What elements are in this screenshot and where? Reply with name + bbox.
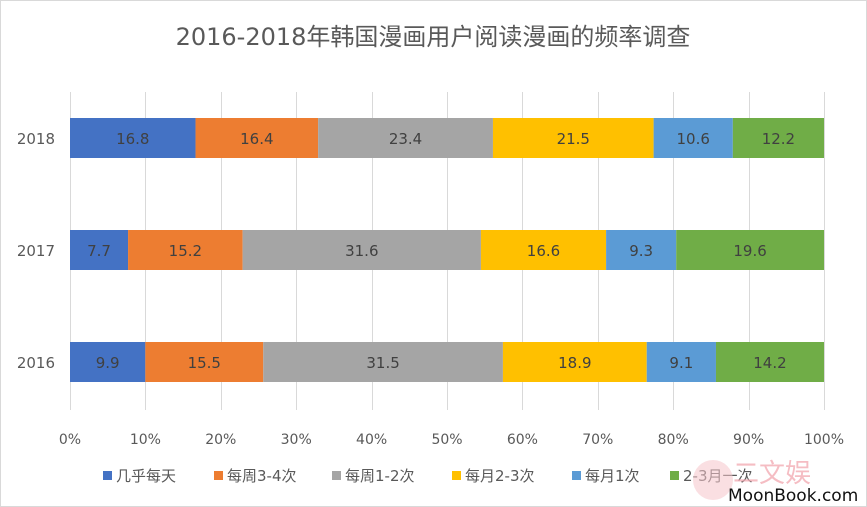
x-tick-label: 10% <box>130 432 161 448</box>
legend-swatch <box>103 471 112 480</box>
bar-segment <box>715 342 824 382</box>
x-tick-label: 60% <box>507 432 538 448</box>
bar-segment <box>676 230 824 270</box>
legend-swatch <box>452 471 461 480</box>
bar-segment <box>242 230 481 270</box>
data-label: 12.2 <box>762 130 795 148</box>
legend-label: 每月2-3次 <box>465 467 535 485</box>
data-label: 19.6 <box>733 242 766 260</box>
bar-segment <box>318 118 493 158</box>
data-label: 9.1 <box>669 354 693 372</box>
data-label: 18.9 <box>558 354 591 372</box>
x-tick-label: 20% <box>205 432 236 448</box>
legend-label: 每月1次 <box>585 467 640 485</box>
data-label: 16.8 <box>116 130 149 148</box>
watermark-logo-icon <box>693 460 733 500</box>
x-tick-label: 30% <box>281 432 312 448</box>
data-label: 10.6 <box>677 130 710 148</box>
category-label: 2016 <box>17 354 55 372</box>
bar-segment <box>502 342 647 382</box>
data-label: 14.2 <box>753 354 786 372</box>
data-label: 31.6 <box>345 242 378 260</box>
bar-segment <box>70 230 129 270</box>
bar-segment <box>653 118 733 158</box>
bar-segment <box>732 118 824 158</box>
bar-segment <box>492 118 654 158</box>
bars: 16.8 16.4 23.4 21.5 10.6 12.2 7.7 15.2 31.6 16.6 9… <box>70 118 824 382</box>
data-label: 31.5 <box>366 354 399 372</box>
x-tick-label: 0% <box>59 432 81 448</box>
bar-segment <box>145 342 264 382</box>
x-tick-label: 40% <box>356 432 387 448</box>
bar-segment <box>70 118 196 158</box>
data-label: 16.4 <box>240 130 273 148</box>
data-label: 21.5 <box>557 130 590 148</box>
legend-swatch <box>214 471 223 480</box>
legend-swatch <box>670 471 679 480</box>
data-label: 7.7 <box>87 242 111 260</box>
watermark: 二文娱 MoonBook.com <box>693 459 858 506</box>
legend-swatch <box>572 471 581 480</box>
legend-swatch <box>332 471 341 480</box>
data-label: 15.2 <box>169 242 202 260</box>
legend-label: 每周1-2次 <box>345 467 415 485</box>
x-tick-labels: 0% 10% 20% 30% 40% 50% 60% 70% 80% 90% 100% <box>59 432 844 448</box>
data-label: 15.5 <box>188 354 221 372</box>
data-label: 9.3 <box>629 242 653 260</box>
bar-segment <box>606 230 677 270</box>
bar-segment <box>70 342 146 382</box>
category-label: 2018 <box>17 130 55 148</box>
bar-segment <box>480 230 607 270</box>
data-label: 23.4 <box>389 130 422 148</box>
x-tick-label: 80% <box>658 432 689 448</box>
x-tick-label: 90% <box>733 432 764 448</box>
bar-segment <box>263 342 503 382</box>
x-tick-label: 70% <box>582 432 613 448</box>
data-label: 16.6 <box>527 242 560 260</box>
chart-title: 2016-2018年韩国漫画用户阅读漫画的频率调查 <box>176 23 691 51</box>
data-label: 9.9 <box>96 354 120 372</box>
bar-segment <box>128 230 243 270</box>
bar-segment <box>195 118 319 158</box>
x-tick-label: 50% <box>431 432 462 448</box>
watermark-site: MoonBook.com <box>728 486 858 506</box>
legend-label: 几乎每天 <box>116 467 176 485</box>
x-tick-label: 100% <box>804 432 844 448</box>
watermark-brand: 二文娱 <box>733 459 811 489</box>
category-labels: 2018 2017 2016 <box>17 130 55 372</box>
category-label: 2017 <box>17 242 55 260</box>
bar-segment <box>646 342 716 382</box>
legend-label: 每周3-4次 <box>227 467 297 485</box>
